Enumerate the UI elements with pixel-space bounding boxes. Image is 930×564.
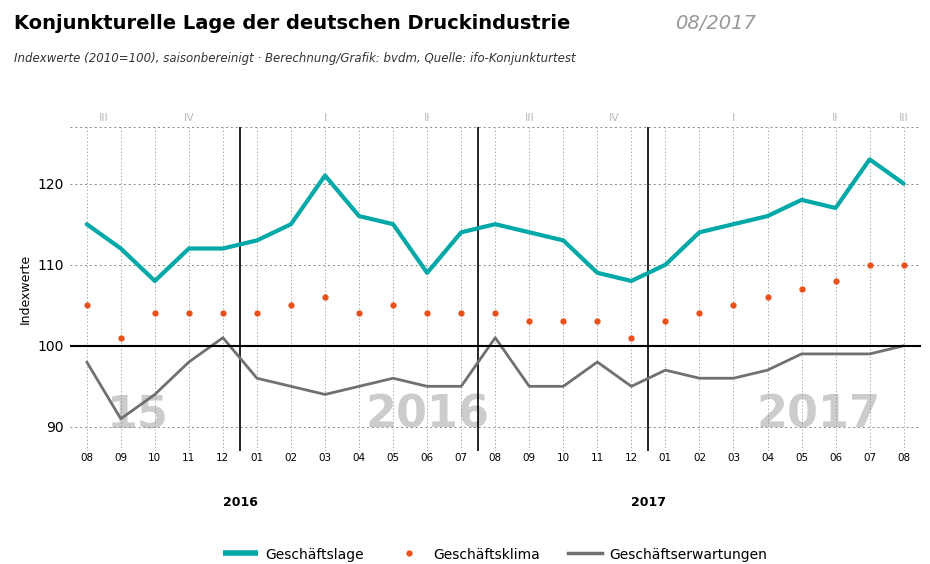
Text: 2016: 2016 xyxy=(365,393,489,436)
Text: I: I xyxy=(732,113,735,123)
Text: Indexwerte (2010=100), saisonbereinigt · Berechnung/Grafik: bvdm, Quelle: ifo-Ko: Indexwerte (2010=100), saisonbereinigt ·… xyxy=(14,52,576,65)
Text: IV: IV xyxy=(183,113,194,123)
Text: I: I xyxy=(324,113,326,123)
Text: 15: 15 xyxy=(107,393,168,436)
Text: 08/2017: 08/2017 xyxy=(675,14,756,33)
Text: 2016: 2016 xyxy=(222,496,258,509)
Legend: Geschäftslage, Geschäftsklima, Geschäftserwartungen: Geschäftslage, Geschäftsklima, Geschäfts… xyxy=(218,541,773,564)
Text: 2017: 2017 xyxy=(757,393,881,436)
Text: II: II xyxy=(832,113,839,123)
Text: III: III xyxy=(99,113,109,123)
Text: II: II xyxy=(424,113,431,123)
Text: III: III xyxy=(898,113,909,123)
Text: 2017: 2017 xyxy=(631,496,666,509)
Text: Konjunkturelle Lage der deutschen Druckindustrie: Konjunkturelle Lage der deutschen Drucki… xyxy=(14,14,570,33)
Y-axis label: Indexwerte: Indexwerte xyxy=(20,254,33,324)
Text: III: III xyxy=(525,113,534,123)
Text: IV: IV xyxy=(609,113,619,123)
